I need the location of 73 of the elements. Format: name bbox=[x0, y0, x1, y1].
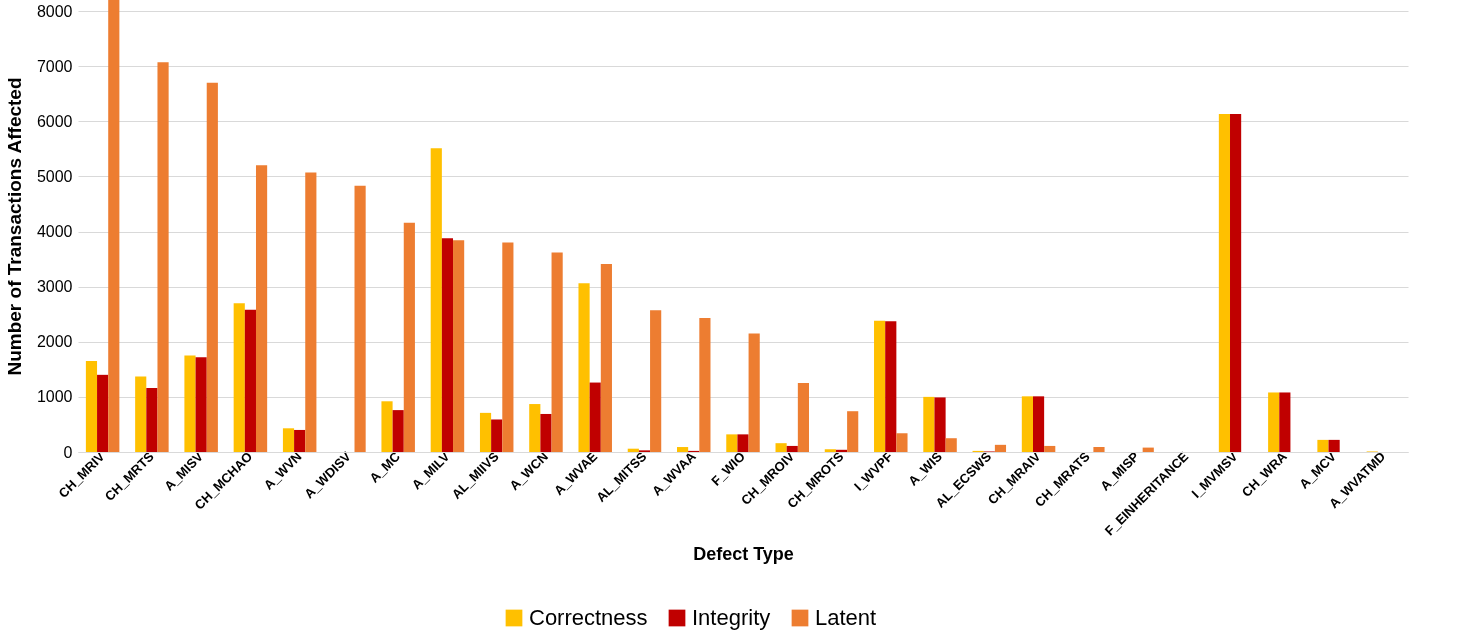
bar bbox=[403, 222, 415, 452]
bar bbox=[578, 283, 590, 452]
bar bbox=[1317, 439, 1329, 452]
bar bbox=[108, 0, 120, 452]
bar bbox=[847, 411, 859, 452]
bar bbox=[896, 433, 908, 452]
bar bbox=[797, 383, 810, 452]
legend-label: Correctness bbox=[529, 605, 648, 630]
y-tick-label: 1000 bbox=[36, 388, 73, 406]
bar bbox=[600, 264, 612, 452]
bar bbox=[1142, 447, 1154, 452]
bar bbox=[1093, 447, 1105, 452]
bar bbox=[1044, 445, 1056, 452]
bar bbox=[874, 320, 886, 452]
bar bbox=[233, 303, 245, 452]
bar bbox=[97, 374, 109, 452]
y-tick-label: 5000 bbox=[36, 167, 73, 185]
bar bbox=[430, 148, 442, 452]
bar bbox=[392, 410, 404, 452]
bar bbox=[1328, 439, 1340, 452]
bar bbox=[1218, 114, 1231, 452]
y-tick-label: 8000 bbox=[36, 2, 73, 20]
bar bbox=[255, 165, 268, 452]
bar bbox=[381, 401, 393, 452]
bar bbox=[923, 396, 935, 452]
bar bbox=[1268, 392, 1280, 452]
bar bbox=[157, 62, 169, 452]
bar bbox=[206, 82, 218, 452]
bar bbox=[775, 443, 787, 452]
bar bbox=[354, 185, 366, 452]
bar bbox=[748, 333, 760, 452]
bar bbox=[453, 240, 465, 452]
bar bbox=[726, 434, 738, 452]
bar bbox=[650, 310, 662, 452]
bar bbox=[1230, 114, 1242, 452]
bar bbox=[885, 321, 897, 452]
y-tick-label: 4000 bbox=[36, 223, 73, 241]
bar bbox=[195, 357, 207, 452]
bar bbox=[282, 428, 295, 452]
bar bbox=[502, 242, 514, 452]
bar bbox=[540, 413, 552, 452]
bar bbox=[786, 445, 798, 452]
bar bbox=[1279, 392, 1291, 452]
bar bbox=[589, 382, 601, 452]
bar bbox=[994, 444, 1007, 452]
y-axis-title: Number of Transactions Affected bbox=[3, 77, 25, 376]
bar bbox=[85, 361, 98, 452]
y-tick-label: 2000 bbox=[36, 333, 73, 351]
bar bbox=[491, 419, 503, 452]
bar bbox=[737, 434, 749, 452]
y-tick-label: 3000 bbox=[36, 278, 73, 296]
bar bbox=[1032, 396, 1045, 452]
x-axis-title: Defect Type bbox=[693, 544, 794, 565]
bar bbox=[824, 449, 836, 452]
legend-label: Integrity bbox=[692, 605, 771, 630]
bar bbox=[529, 404, 541, 452]
bar bbox=[184, 355, 196, 452]
y-tick-label: 6000 bbox=[36, 112, 73, 130]
bar bbox=[305, 172, 317, 452]
bar bbox=[676, 447, 689, 452]
bar bbox=[699, 318, 711, 452]
legend-label: Latent bbox=[815, 605, 877, 630]
bar bbox=[135, 376, 147, 452]
bar bbox=[441, 238, 454, 452]
bar bbox=[294, 429, 306, 452]
y-tick-label: 7000 bbox=[36, 57, 73, 75]
bar bbox=[551, 252, 563, 452]
bar bbox=[146, 388, 158, 452]
bar bbox=[934, 397, 946, 452]
bar bbox=[479, 412, 492, 452]
bar bbox=[945, 438, 957, 452]
bar bbox=[244, 309, 256, 452]
bar bbox=[1021, 396, 1033, 452]
